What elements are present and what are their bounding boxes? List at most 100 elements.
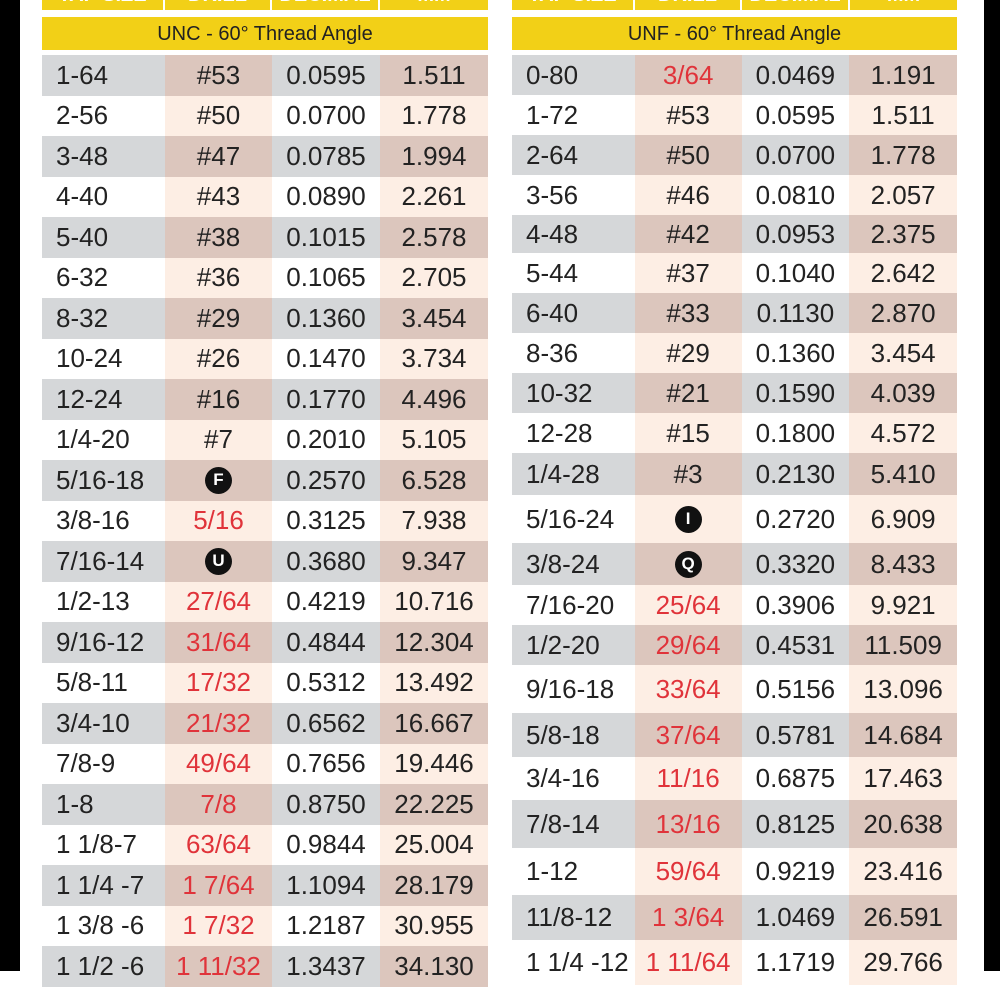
drill-cell: #47 (165, 136, 272, 177)
drill-cell: 17/32 (165, 662, 272, 703)
tap-size-cell: 5/16-24 (512, 495, 635, 543)
header-mm: MM (380, 0, 488, 10)
mm-cell: 14.684 (849, 713, 957, 757)
cell-text: 0.1800 (755, 417, 836, 448)
decimal-cell: 0.4844 (272, 622, 380, 663)
header-decimal: DECIMAL (272, 0, 380, 10)
cell-text: 9/16-12 (56, 626, 145, 657)
cell-text: 0.6562 (286, 707, 366, 738)
cell-text: #50 (196, 100, 241, 131)
table-row: 4-40 #43 0.0890 2.261 (42, 176, 488, 217)
table-row: 1 1/2 -6 1 11/32 1.3437 34.130 (42, 946, 488, 987)
drill-cell: #38 (165, 217, 272, 258)
table-row: 6-40 #33 0.1130 2.870 (512, 293, 957, 333)
mm-cell: 16.667 (380, 703, 488, 744)
mm-cell: 5.105 (380, 419, 488, 460)
tap-size-cell: 0-80 (512, 55, 635, 95)
decimal-cell: 0.7656 (272, 743, 380, 784)
tap-size-cell: 1-8 (42, 784, 165, 825)
mm-cell: 2.261 (380, 176, 488, 217)
tap-size-cell: 5-44 (512, 253, 635, 293)
cell-text: 1 3/8 -6 (56, 910, 145, 941)
mm-cell: 1.191 (849, 55, 957, 95)
decimal-cell: 0.4219 (272, 581, 380, 622)
drill-cell: 1 11/32 (165, 946, 272, 987)
table-row: 9/16-18 33/64 0.5156 13.096 (512, 665, 957, 713)
cell-text: #16 (196, 383, 241, 414)
decimal-cell: 0.5312 (272, 662, 380, 703)
cell-text: 3-48 (56, 140, 109, 171)
cell-text: 0.2570 (286, 464, 366, 495)
letter-drill-badge: Q (674, 550, 702, 578)
cell-text: 30.955 (394, 910, 474, 941)
drill-cell: 1 7/64 (165, 865, 272, 906)
cell-text: 0.1360 (286, 302, 366, 333)
cell-text: 26.591 (863, 902, 943, 932)
decimal-cell: 0.1470 (272, 338, 380, 379)
drill-cell: #53 (165, 55, 272, 96)
cell-text: 1-12 (526, 856, 579, 886)
cell-text: 0.1770 (286, 383, 366, 414)
cell-text: 4-48 (526, 218, 579, 249)
drill-cell: #50 (634, 135, 742, 175)
decimal-cell: 0.1770 (272, 379, 380, 420)
cell-text: 0.1015 (286, 221, 366, 252)
cell-text: 28.179 (394, 869, 474, 900)
cell-text: 5/8-11 (56, 667, 128, 698)
decimal-cell: 0.3125 (272, 500, 380, 541)
cell-text: 9.347 (401, 545, 467, 576)
tap-size-cell: 12-28 (512, 413, 635, 453)
table-row: 7/8-14 13/16 0.8125 20.638 (512, 800, 957, 848)
cell-text: #7 (204, 424, 233, 455)
table-row: 2-56 #50 0.0700 1.778 (42, 95, 488, 136)
cell-text: #53 (196, 59, 241, 90)
table-row: 8-36 #29 0.1360 3.454 (512, 333, 957, 373)
drill-cell: #7 (165, 419, 272, 460)
cell-text: 17/32 (185, 667, 252, 698)
tap-size-cell: 1 1/2 -6 (42, 946, 165, 987)
decimal-cell: 0.1360 (272, 298, 380, 339)
cell-text: 37/64 (655, 719, 721, 750)
drill-cell: #42 (634, 215, 742, 253)
tap-size-cell: 1-64 (42, 55, 165, 96)
mm-cell: 12.304 (380, 622, 488, 663)
cell-text: 0.0700 (286, 100, 366, 131)
cell-text: 0.1360 (755, 337, 836, 368)
decimal-cell: 0.3680 (272, 541, 380, 582)
tap-size-cell: 12-24 (42, 379, 165, 420)
table-row: 3-48 #47 0.0785 1.994 (42, 136, 488, 177)
cell-text: 0.0700 (755, 139, 836, 170)
cell-text: 3.454 (401, 302, 467, 333)
tap-size-cell: 1 1/4 -7 (42, 865, 165, 906)
tap-size-cell: 1/4-28 (512, 453, 635, 495)
header-decimal: DECIMAL (742, 0, 850, 10)
cell-text: 63/64 (185, 829, 252, 860)
cell-text: 10-24 (56, 343, 123, 374)
tap-size-cell: 5/16-18 (42, 460, 165, 501)
cell-text: 0.8750 (286, 788, 366, 819)
cell-text: 5.105 (401, 424, 467, 455)
cell-text: 0.5312 (286, 667, 366, 698)
table-row: 3/4-16 11/16 0.6875 17.463 (512, 757, 957, 800)
tap-size-cell: 3/8-24 (512, 543, 635, 585)
cell-text: 0.2720 (755, 503, 836, 534)
tap-size-cell: 10-24 (42, 338, 165, 379)
column-headers: TAP SIZE DRILL DECIMAL MM (512, 0, 957, 10)
cell-text: 8.433 (870, 548, 936, 579)
cell-text: 0.1065 (286, 262, 366, 293)
cell-text: 7/16-14 (56, 545, 145, 576)
cell-text: 0.1130 (756, 297, 835, 328)
cell-text: #29 (196, 302, 241, 333)
decimal-cell: 0.4531 (741, 625, 850, 665)
cell-text: 0.1590 (755, 377, 836, 408)
mm-cell: 22.225 (380, 784, 488, 825)
decimal-cell: 0.9844 (272, 824, 380, 865)
table-row: 1/2-20 29/64 0.4531 11.509 (512, 625, 957, 665)
table-row: 7/8-9 49/64 0.7656 19.446 (42, 743, 488, 784)
mm-cell: 25.004 (380, 824, 488, 865)
table-row: 5/16-24 I 0.2720 6.909 (512, 495, 957, 543)
cell-text: 1.1094 (286, 869, 366, 900)
drill-cell: Q (634, 543, 742, 585)
table-row: 3-56 #46 0.0810 2.057 (512, 175, 957, 215)
unf-rows: 0-80 3/64 0.0469 1.191 1-72 #53 0.0595 1.511 2-6… (512, 55, 957, 985)
